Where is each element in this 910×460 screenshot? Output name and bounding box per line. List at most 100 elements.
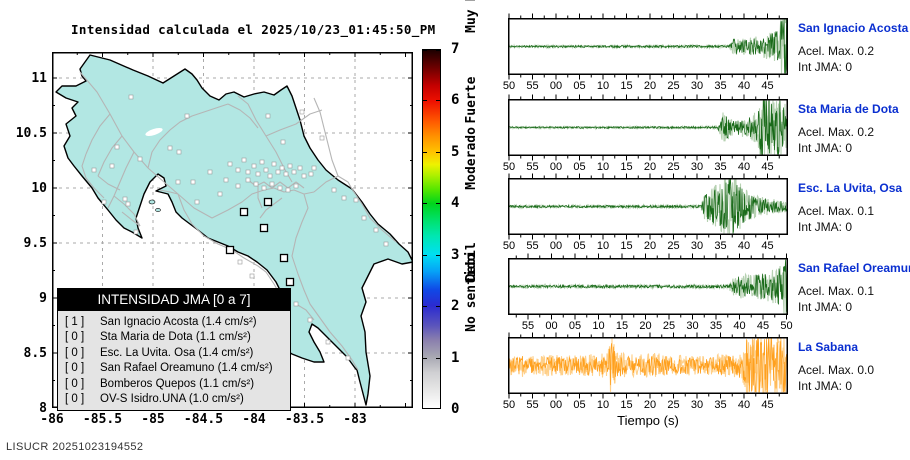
station-marker [249, 273, 255, 279]
legend-station-label: OV-S Isidro.UNA (1.0 cm/s²) [100, 393, 244, 406]
colorbar-tick [436, 358, 440, 359]
colorbar-tick-label: 5 [451, 143, 460, 160]
station-marker [255, 171, 261, 177]
legend-station-label: San Ignacio Acosta (1.4 cm/s²) [100, 315, 257, 328]
waveform-trace [508, 179, 788, 234]
station-marker [223, 177, 229, 183]
road [227, 103, 259, 129]
panel-frame [508, 99, 788, 156]
station-marker [91, 167, 97, 173]
seismogram-panel [508, 250, 792, 323]
seismogram-panel [508, 10, 792, 83]
road-network [79, 71, 397, 371]
panel-tick-label: 55 [526, 399, 539, 411]
station-marker-highlighted [225, 245, 235, 255]
station-marker [235, 183, 241, 189]
station-marker [217, 191, 223, 197]
panel-tick-label: 00 [549, 80, 563, 92]
x-tick-label: -83.5 [284, 412, 325, 427]
colorbar-tick [436, 152, 440, 153]
seismogram-plot [508, 173, 788, 240]
station-marker [291, 169, 297, 175]
panel-tick-label: 25 [667, 80, 680, 92]
station-marker [263, 167, 269, 173]
panel-tick-label: 10 [596, 399, 610, 411]
road [257, 186, 263, 209]
panel-tick-label: 35 [709, 320, 723, 332]
legend-intensity-tag: [ 0 ] [65, 346, 85, 359]
time-axis-label: Tiempo (s) [617, 413, 679, 428]
panel-tick-label: 25 [667, 399, 680, 411]
waveform-trace [508, 259, 788, 312]
station-name-label: San Rafael Oreamuno [798, 261, 910, 275]
station-marker [299, 109, 305, 115]
colorbar-tick [423, 203, 427, 204]
station-name-label: San Ignacio Acosta [798, 21, 909, 35]
station-marker [383, 241, 389, 247]
seismogram-plot [508, 94, 788, 161]
map-panel: INTENSIDAD JMA [0 a 7] [ 1 ] San Ignacio… [52, 52, 413, 411]
road [295, 303, 315, 321]
road [159, 189, 179, 195]
station-marker [125, 201, 131, 207]
panel-tick-labels: 55 00 05 10 15 20 25 30 35 40 45 50 [508, 320, 808, 334]
waveform-trace [508, 338, 788, 393]
int-jma-label: Int JMA: 0 [798, 141, 853, 155]
panel-tick-label: 50 [502, 80, 516, 92]
panel-tick-label: 35 [714, 240, 727, 252]
panel-tick-label: 05 [573, 161, 586, 173]
colorbar-tick [423, 255, 427, 256]
colorbar-tick [423, 100, 427, 101]
x-tick-label: -83 [343, 412, 367, 427]
station-marker [259, 159, 265, 165]
colorbar-tick-label: 2 [451, 298, 460, 315]
station-name-label: Esc. La Uvita, Osa [798, 181, 903, 195]
lake [145, 128, 163, 136]
panel-tick-labels: 50 55 00 05 10 15 20 25 30 35 40 45 [503, 240, 808, 254]
x-tick-label: -85.5 [82, 412, 123, 427]
road [273, 187, 315, 195]
y-tick-label: 9.5 [23, 236, 47, 251]
seismogram-plot [508, 13, 788, 80]
island [155, 208, 161, 212]
colorbar-tick [436, 306, 440, 307]
panel-tick-label: 55 [526, 161, 539, 173]
colorbar-tick [423, 152, 427, 153]
panel-tick-label: 00 [545, 320, 558, 332]
accel-max-label: Acel. Max. 0.2 [798, 125, 875, 139]
panel-tick-label: 45 [761, 80, 774, 92]
colorbar-tick [436, 408, 440, 409]
legend-intensity-tag: [ 0 ] [65, 377, 85, 390]
panel-tick-label: 15 [620, 240, 633, 252]
colorbar-tick [423, 50, 427, 51]
station-marker [331, 187, 337, 193]
panel-tick-label: 45 [761, 399, 774, 411]
legend-intensity-tag: [ 1 ] [65, 315, 85, 328]
station-marker [137, 156, 143, 162]
panel-frame [508, 178, 788, 235]
panel-tick-label: 20 [643, 240, 657, 252]
panel-tick-label: 50 [502, 240, 516, 252]
y-tick-label: 11 [31, 71, 47, 86]
panel-tick-label: 20 [643, 80, 657, 92]
panel-tick-label: 05 [573, 399, 586, 411]
station-marker [301, 173, 307, 179]
colorbar-range-label: Fuerte [464, 76, 479, 124]
y-tick-label: 8.5 [23, 346, 47, 361]
colorbar-tick-label: 4 [451, 195, 460, 212]
station-marker [176, 149, 182, 155]
station-marker [133, 229, 139, 235]
footer-timestamp: LISUCR 20251023194552 [6, 441, 144, 453]
station-marker [175, 179, 181, 185]
station-marker [277, 185, 283, 191]
panel-tick-label: 25 [667, 161, 680, 173]
road [97, 135, 123, 177]
legend-header: INTENSIDAD JMA [0 a 7] [58, 289, 290, 311]
road [265, 109, 323, 137]
colorbar-range-label: Moderado [464, 127, 479, 190]
panel-tick-label: 05 [573, 80, 586, 92]
station-marker [287, 163, 293, 169]
station-name-label: La Sabana [798, 340, 859, 354]
accel-max-label: Acel. Max. 0.2 [798, 44, 875, 58]
